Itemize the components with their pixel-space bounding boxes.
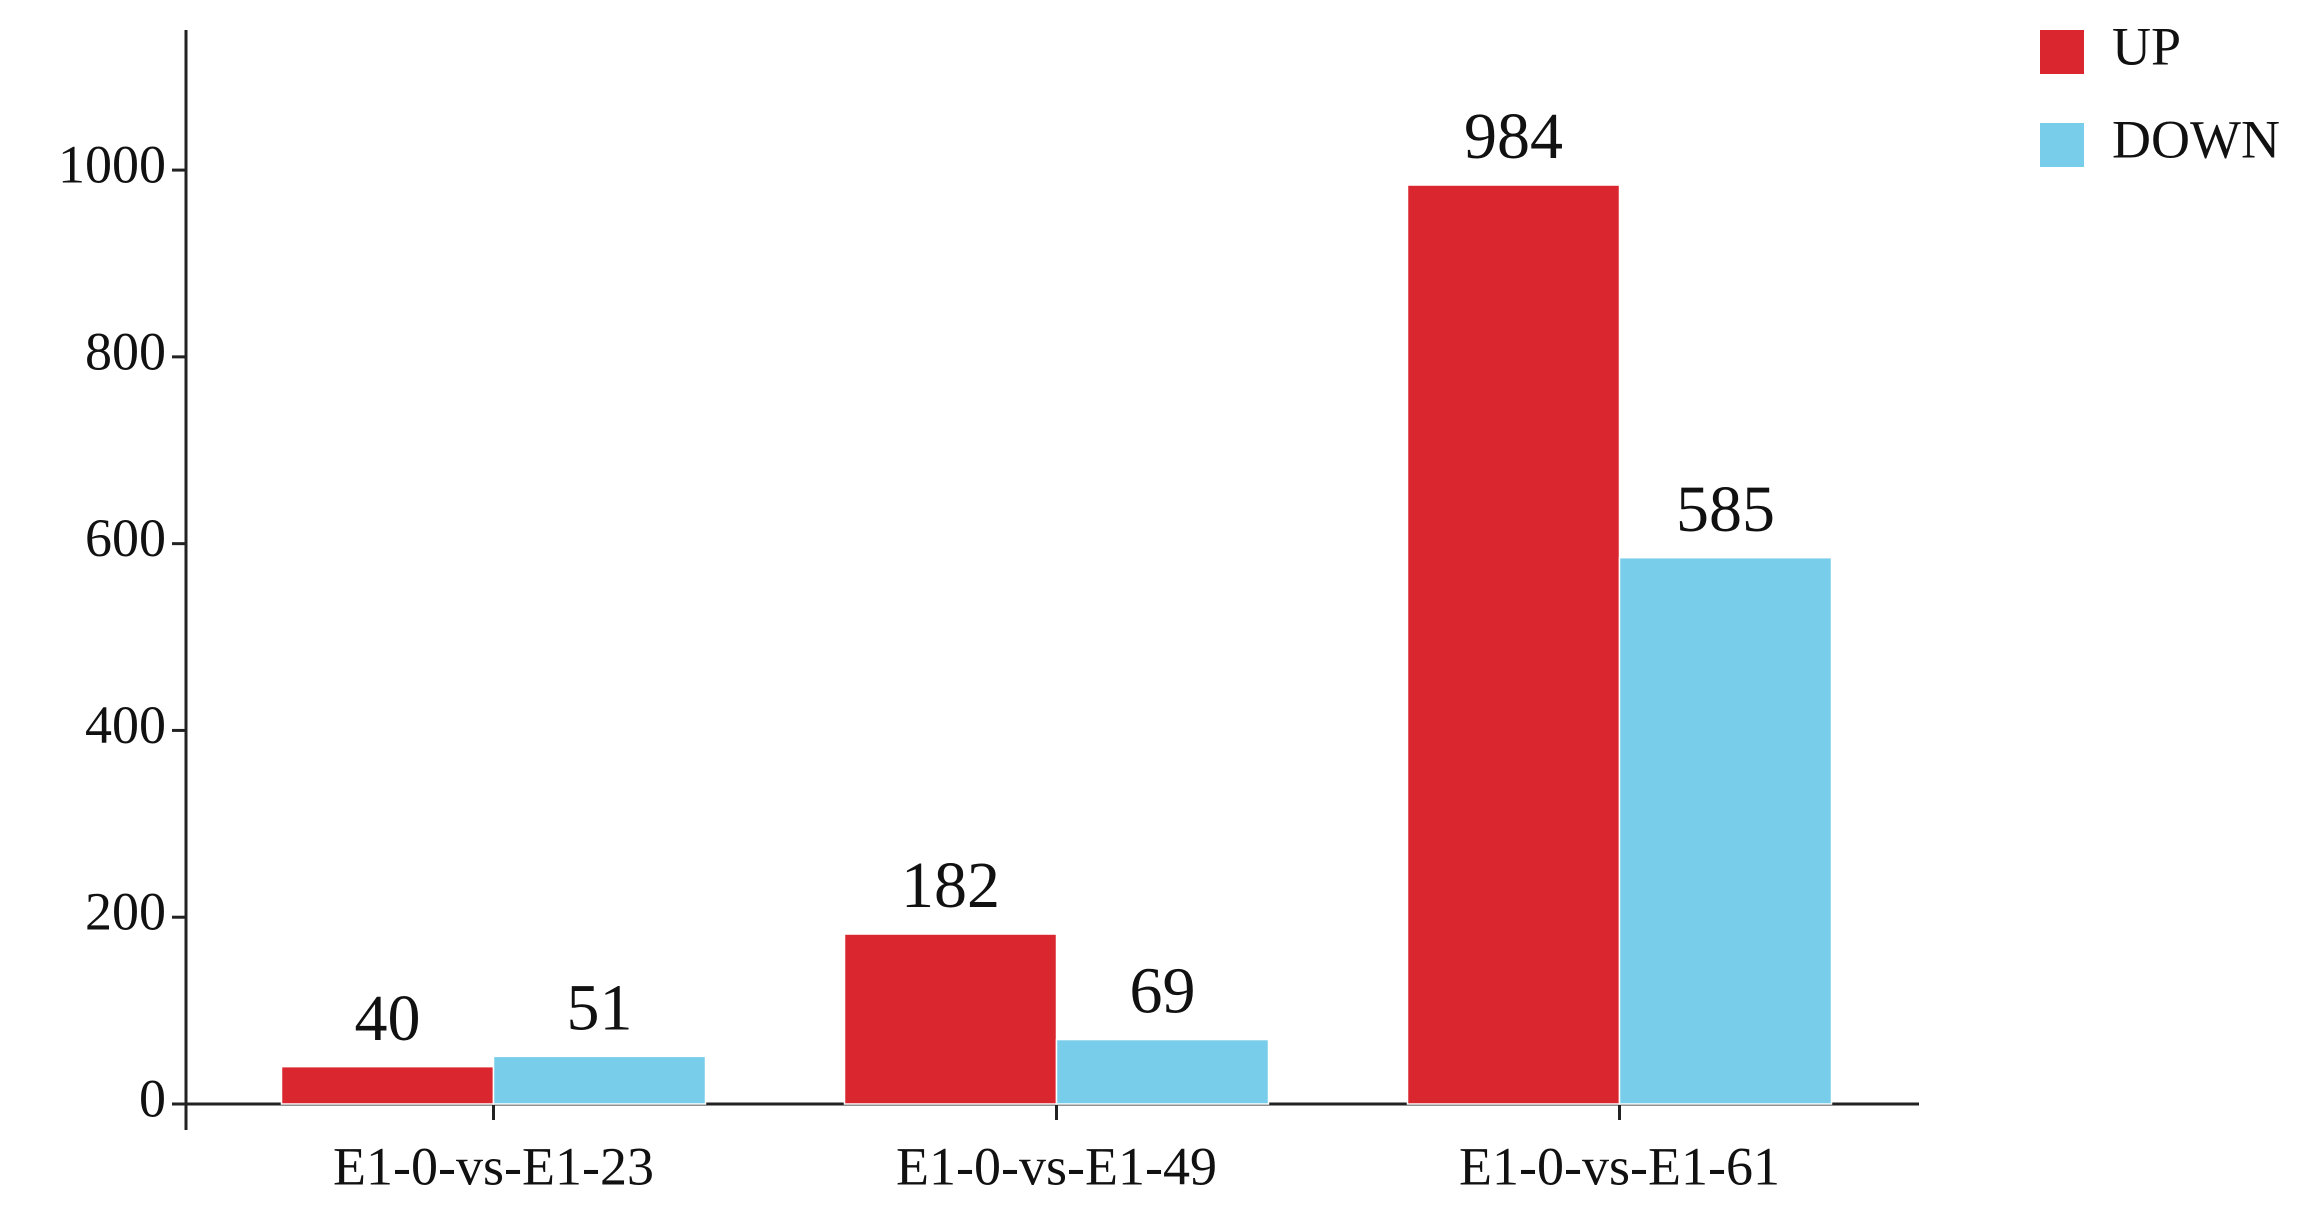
bar (843, 933, 1058, 1105)
y-tick-label: 0 (139, 1068, 166, 1128)
value-label: 984 (1464, 100, 1563, 173)
value-label: 51 (567, 972, 633, 1045)
bar (280, 1065, 495, 1105)
value-label: 585 (1676, 473, 1775, 546)
x-tick-label: E1-0-vs-E1-23 (333, 1136, 654, 1196)
legend-swatch (2040, 123, 2084, 167)
bar (492, 1055, 707, 1105)
x-tick-label: E1-0-vs-E1-61 (1459, 1136, 1780, 1196)
legend-label: UP (2112, 16, 2181, 76)
y-tick-label: 400 (85, 695, 166, 755)
legend-label: DOWN (2112, 109, 2280, 169)
y-tick-label: 600 (85, 508, 166, 568)
bar (1406, 184, 1621, 1105)
legend-swatch (2040, 30, 2084, 74)
x-tick-label: E1-0-vs-E1-49 (896, 1136, 1217, 1196)
value-label: 40 (355, 982, 421, 1055)
bar (1618, 556, 1833, 1105)
y-tick-label: 800 (85, 321, 166, 381)
value-label: 182 (901, 849, 1000, 922)
bar (1055, 1038, 1270, 1105)
y-tick-label: 200 (85, 882, 166, 942)
value-label: 69 (1130, 955, 1196, 1028)
y-tick-label: 1000 (58, 134, 166, 194)
